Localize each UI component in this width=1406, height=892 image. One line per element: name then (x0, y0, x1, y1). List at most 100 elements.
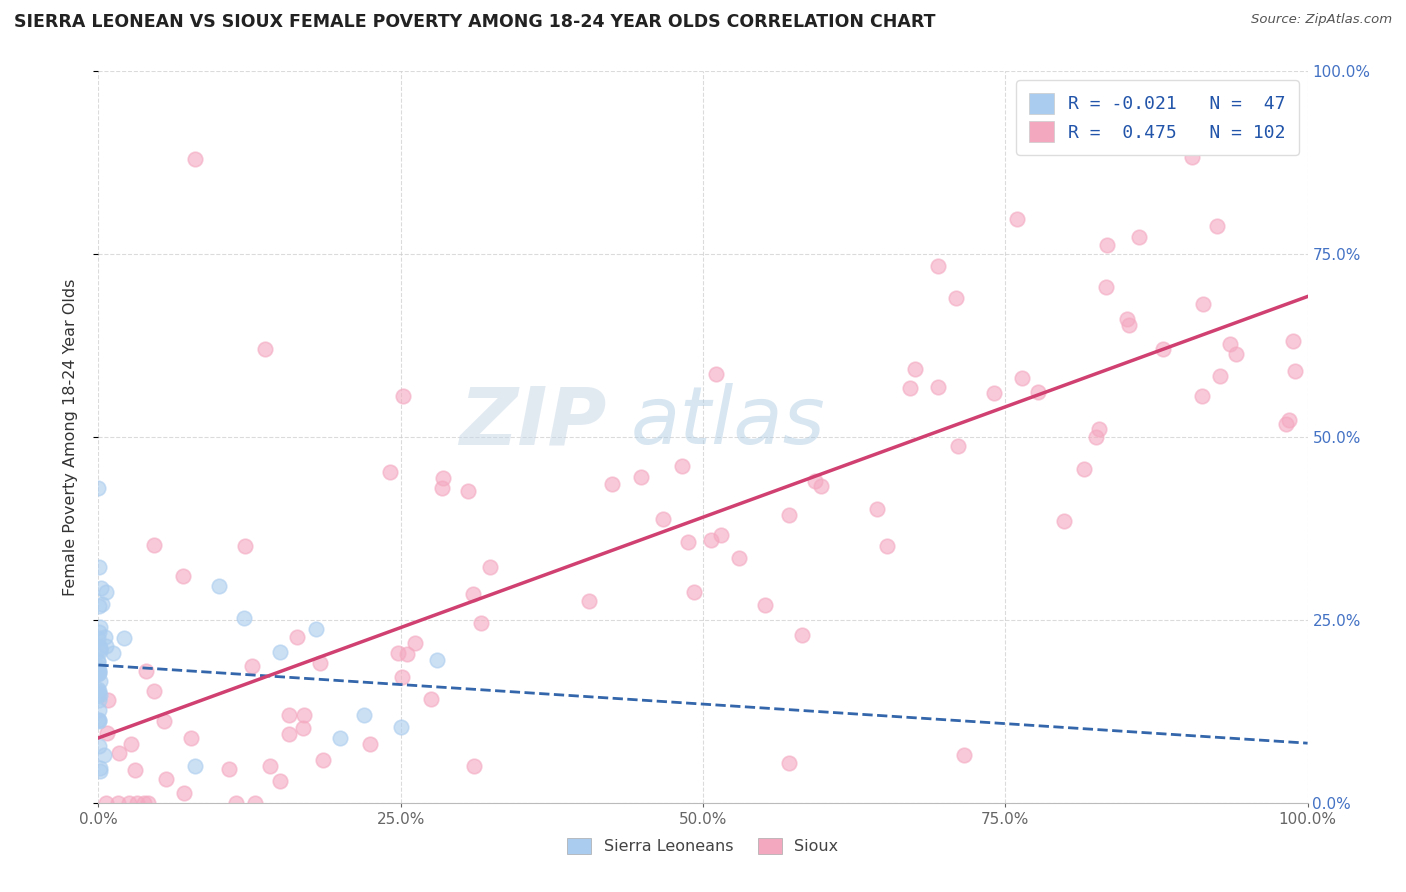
Point (87, 713, 110, 727)
Point (89, 764, 111, 778)
Point (183, 152, 205, 166)
Point (245, 796, 267, 810)
Point (292, 708, 315, 723)
Point (1275, 417, 1298, 432)
Point (277, 707, 299, 722)
Point (269, 773, 291, 788)
Point (172, 568, 194, 582)
Point (173, 786, 195, 800)
Point (94, 630, 117, 644)
Point (432, 481, 454, 495)
Point (87, 666, 110, 681)
Point (90, 597, 112, 611)
Point (946, 439, 969, 453)
Point (432, 471, 454, 485)
Point (87, 599, 110, 613)
Point (378, 465, 401, 479)
Point (329, 731, 352, 745)
Point (89, 644, 111, 658)
Point (87, 703, 110, 717)
Point (142, 538, 165, 552)
Point (876, 539, 898, 553)
Point (945, 292, 967, 306)
Point (1026, 384, 1049, 399)
Point (479, 559, 502, 574)
Point (87, 654, 110, 668)
Point (578, 594, 600, 608)
Point (1219, 336, 1241, 351)
Point (87, 693, 110, 707)
Point (927, 259, 949, 273)
Point (208, 578, 231, 592)
Point (89, 674, 111, 689)
Point (259, 759, 281, 773)
Point (1181, 150, 1204, 164)
Point (87, 631, 110, 645)
Point (395, 647, 418, 661)
Point (138, 796, 160, 810)
Point (107, 796, 129, 810)
Point (671, 459, 693, 474)
Point (184, 759, 207, 773)
Point (778, 508, 800, 522)
Point (461, 587, 484, 601)
Point (898, 381, 921, 395)
Point (1225, 347, 1247, 361)
Point (87, 560, 110, 574)
Point (419, 692, 441, 706)
Point (112, 632, 135, 646)
Text: Source: ZipAtlas.com: Source: ZipAtlas.com (1251, 13, 1392, 27)
Point (96, 639, 118, 653)
Point (463, 759, 485, 773)
Legend: Sierra Leoneans, Sioux: Sierra Leoneans, Sioux (561, 831, 845, 861)
Point (1005, 212, 1028, 227)
Point (804, 474, 827, 488)
Point (253, 343, 276, 357)
Point (778, 756, 800, 770)
Point (676, 535, 699, 549)
Text: ZIP: ZIP (458, 384, 606, 461)
Point (1118, 318, 1140, 332)
Point (89, 620, 111, 634)
Point (1085, 430, 1108, 444)
Point (135, 664, 157, 678)
Point (87, 713, 110, 727)
Point (600, 477, 623, 491)
Point (359, 737, 381, 751)
Point (1278, 413, 1301, 427)
Point (233, 539, 256, 553)
Y-axis label: Female Poverty Among 18-24 Year Olds: Female Poverty Among 18-24 Year Olds (63, 278, 77, 596)
Point (404, 636, 426, 650)
Point (218, 762, 240, 776)
Point (87, 659, 110, 673)
Point (87, 625, 110, 640)
Point (87, 663, 110, 677)
Point (1115, 312, 1137, 326)
Point (89, 641, 111, 656)
Point (155, 772, 177, 786)
Point (180, 731, 202, 745)
Point (983, 385, 1005, 400)
Point (728, 550, 751, 565)
Point (1282, 334, 1305, 348)
Point (89, 688, 111, 702)
Point (387, 646, 409, 660)
Point (309, 657, 332, 671)
Point (278, 727, 301, 741)
Point (866, 501, 889, 516)
Point (904, 362, 927, 376)
Point (790, 628, 813, 642)
Point (1053, 514, 1076, 528)
Point (683, 585, 706, 599)
Point (1073, 462, 1095, 476)
Point (699, 533, 721, 547)
Point (1191, 389, 1213, 403)
Point (93, 748, 115, 763)
Point (96, 726, 118, 740)
Point (87, 665, 110, 680)
Point (652, 512, 675, 526)
Point (953, 747, 976, 762)
Point (630, 470, 652, 484)
Point (132, 796, 155, 810)
Point (1205, 219, 1227, 233)
